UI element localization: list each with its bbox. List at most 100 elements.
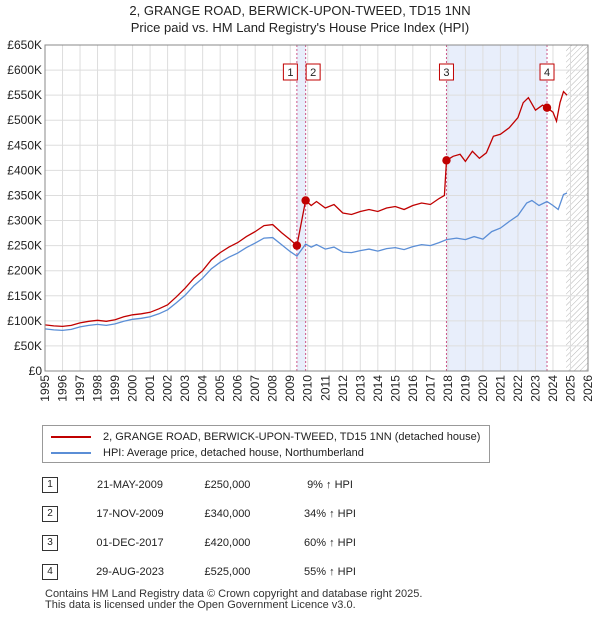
transaction-hpi-cell: 34% ↑ HPI: [275, 499, 385, 528]
footer: Contains HM Land Registry data © Crown c…: [45, 589, 422, 611]
y-tick-label: £500K: [7, 113, 42, 127]
transaction-row: 2 17-NOV-2009 £340,000 34% ↑ HPI: [40, 499, 385, 528]
y-tick-label: £50K: [14, 339, 42, 353]
x-tick-label: 2008: [266, 375, 280, 402]
x-tick-label: 2011: [318, 375, 332, 401]
legend-label-property: 2, GRANGE ROAD, BERWICK-UPON-TWEED, TD15…: [103, 431, 481, 443]
transaction-number-cell: 3: [40, 528, 80, 557]
y-tick-label: £550K: [7, 88, 42, 102]
x-tick-label: 2021: [493, 375, 507, 402]
legend-swatch-property: [51, 436, 91, 438]
transaction-row: 1 21-MAY-2009 £250,000 9% ↑ HPI: [40, 470, 385, 499]
x-tick-label: 2000: [126, 375, 140, 402]
transaction-date: 01-DEC-2017: [96, 536, 164, 549]
transaction-price-cell: £525,000: [180, 557, 275, 586]
transaction-date: 17-NOV-2009: [96, 507, 164, 520]
y-tick-label: £350K: [7, 188, 42, 202]
transaction-date: 29-AUG-2023: [96, 565, 164, 578]
transactions-table: 1 21-MAY-2009 £250,000 9% ↑ HPI 2 17-NOV-2009…: [40, 470, 385, 586]
transaction-hpi: 55% ↑ HPI: [304, 565, 356, 578]
transaction-price: £420,000: [204, 536, 251, 549]
y-tick-label: £650K: [7, 38, 42, 52]
marker-label-2: 2: [310, 67, 316, 79]
x-tick-label: 1995: [38, 375, 52, 402]
transaction-hpi: 60% ↑ HPI: [304, 536, 356, 549]
y-tick-label: £300K: [7, 214, 42, 228]
future-hatch: [566, 45, 588, 371]
marker-box-3: [438, 63, 454, 81]
transaction-number: 4: [42, 563, 58, 580]
x-tick-label: 2003: [178, 375, 192, 402]
footer-copyright: Contains HM Land Registry data © Crown c…: [45, 588, 423, 600]
legend: 2, GRANGE ROAD, BERWICK-UPON-TWEED, TD15…: [42, 425, 490, 463]
x-tick-label: 1998: [91, 375, 105, 402]
highlight-span-2: [446, 45, 548, 371]
x-tick-label: 2001: [143, 375, 157, 402]
x-tick-label: 2020: [476, 375, 490, 402]
transaction-number-cell: 2: [40, 499, 80, 528]
marker-label-4: 4: [544, 67, 550, 79]
chart-subtitle: Price paid vs. HM Land Registry's House …: [130, 20, 470, 35]
price-chart: 1 2 3 4 £0 £50K £100K £150K £200K £250K £300K £350…: [7, 38, 595, 402]
x-tick-label: 2013: [353, 375, 367, 402]
x-tick-label: 2010: [301, 375, 315, 402]
x-tick-label: 2024: [546, 375, 560, 402]
transaction-number: 1: [42, 476, 58, 493]
highlight-span-1: [296, 45, 306, 371]
x-tick-label: 2023: [528, 375, 542, 402]
x-tick-label: 2004: [196, 375, 210, 402]
x-tick-label: 2014: [371, 375, 385, 402]
x-tick-label: 2026: [581, 375, 595, 402]
transaction-number: 3: [42, 534, 58, 551]
x-tick-label: 2022: [511, 375, 525, 402]
transaction-date-cell: 01-DEC-2017: [80, 528, 180, 557]
transaction-hpi-cell: 9% ↑ HPI: [275, 470, 385, 499]
sale-point-3: [442, 156, 451, 165]
x-tick-label: 2006: [231, 375, 245, 402]
transaction-hpi: 34% ↑ HPI: [304, 507, 356, 520]
y-tick-label: £250K: [7, 239, 42, 253]
y-tick-label: £0: [29, 364, 43, 378]
y-tick-label: £400K: [7, 163, 42, 177]
transaction-date-cell: 21-MAY-2009: [80, 470, 180, 499]
legend-swatch-hpi: [51, 452, 91, 454]
marker-box-4: [539, 63, 555, 81]
y-tick-label: £450K: [7, 138, 42, 152]
footer-licence: This data is licensed under the Open Gov…: [45, 599, 356, 611]
x-tick-label: 2015: [388, 375, 402, 402]
x-tick-label: 2019: [458, 375, 472, 402]
x-tick-label: 1997: [73, 375, 87, 402]
transaction-number-cell: 1: [40, 470, 80, 499]
x-tick-label: 2012: [336, 375, 350, 402]
legend-item-property: 2, GRANGE ROAD, BERWICK-UPON-TWEED, TD15…: [51, 430, 480, 444]
transaction-price: £340,000: [204, 507, 251, 520]
x-tick-label: 2009: [283, 375, 297, 402]
marker-label-3: 3: [443, 67, 449, 79]
hpi-line: [44, 192, 568, 332]
y-tick-label: £600K: [7, 63, 42, 77]
x-tick-label: 2017: [423, 375, 437, 402]
transaction-row: 4 29-AUG-2023 £525,000 55% ↑ HPI: [40, 557, 385, 586]
transaction-date-cell: 17-NOV-2009: [80, 499, 180, 528]
transaction-number-cell: 4: [40, 557, 80, 586]
transaction-price-cell: £250,000: [180, 470, 275, 499]
x-tick-label: 2002: [161, 375, 175, 402]
x-tick-label: 2005: [213, 375, 227, 402]
transaction-date-cell: 29-AUG-2023: [80, 557, 180, 586]
transaction-date: 21-MAY-2009: [96, 478, 164, 491]
transaction-price-cell: £340,000: [180, 499, 275, 528]
marker-label-1: 1: [287, 67, 293, 79]
transaction-row: 3 01-DEC-2017 £420,000 60% ↑ HPI: [40, 528, 385, 557]
x-tick-label: 2025: [563, 375, 577, 402]
y-tick-label: £200K: [7, 264, 42, 278]
transaction-hpi-cell: 60% ↑ HPI: [275, 528, 385, 557]
plot-frame: [44, 44, 589, 372]
x-tick-label: 2018: [441, 375, 455, 402]
y-tick-label: £150K: [7, 289, 42, 303]
marker-box-2: [305, 63, 321, 81]
transaction-number: 2: [42, 505, 58, 522]
property-line: [44, 90, 568, 328]
sale-point-1: [292, 241, 302, 250]
transaction-hpi: 9% ↑ HPI: [307, 478, 353, 491]
transaction-hpi-cell: 55% ↑ HPI: [275, 557, 385, 586]
